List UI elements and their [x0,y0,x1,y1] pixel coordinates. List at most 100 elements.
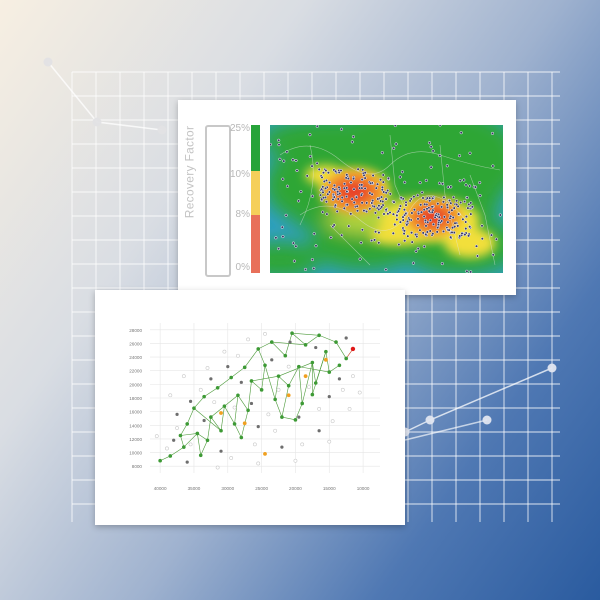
network-edge [203,387,218,397]
well-marker [332,183,336,187]
well-marker [429,165,433,169]
scatter-point-hollow [266,412,271,417]
well-marker [405,219,410,223]
well-marker [424,224,428,228]
scatter-point-green [246,408,250,413]
well-marker [376,197,380,201]
y-tick-label: 14000 [129,423,142,428]
well-marker [425,207,429,211]
scatter-point-red [350,346,356,352]
well-marker [466,206,470,210]
scatter-point-green [239,435,244,440]
well-marker [377,204,381,208]
well-marker [441,229,446,233]
scatter-point-green [198,453,203,458]
well-marker [474,244,479,248]
well-marker [392,200,396,204]
well-marker [458,234,462,238]
well-marker [464,183,468,187]
well-marker [480,224,484,228]
scatter-point-green [337,363,342,368]
well-marker [462,178,466,182]
scatter-point-green [219,428,223,433]
well-marker [368,207,372,211]
scatter-point-hollow [236,353,240,358]
well-marker [447,210,451,214]
well-marker [294,158,298,163]
well-marker [308,133,312,137]
well-marker [461,217,465,221]
well-marker [370,192,374,196]
scatter-point-hollow [317,407,322,411]
well-marker [277,143,281,147]
well-marker [424,178,428,182]
y-tick-label: 26000 [129,341,142,346]
scatter-point-hollow [188,442,193,447]
well-marker [435,230,439,234]
well-marker [463,233,467,237]
heat-border-line [299,144,314,226]
well-marker [408,218,412,222]
well-marker [270,142,272,147]
well-marker [429,145,433,149]
well-marker [379,178,383,182]
well-marker [382,190,386,194]
scatter-point-hollow [205,366,210,370]
network-edge [274,399,283,418]
heat-wells [270,125,502,273]
scatter-point-green [192,406,196,411]
scatter-point-gray [175,412,179,416]
well-marker [428,199,432,203]
well-marker [370,201,374,205]
well-marker [393,222,397,227]
heatmap-panel: Recovery Factor 25% 10% 8% 0% [178,100,516,295]
well-marker [360,228,364,232]
scatter-point-gray [202,418,206,423]
y-tick-label: 22000 [129,369,142,374]
scatter-point-gray [239,380,243,384]
well-marker [416,247,420,251]
x-tick-label: 25000 [255,486,268,491]
well-marker [446,220,450,224]
network-edge [278,375,289,386]
well-marker [402,208,406,212]
well-marker [469,201,473,205]
scatter-point-gray [226,365,230,369]
decor-line-right-lower [404,419,488,441]
legend-color-bar [251,125,260,273]
scatter-point-gray [344,336,348,340]
well-marker [420,190,424,194]
well-marker [431,149,435,153]
well-marker [453,225,457,229]
network-edge [295,403,303,420]
network-edge [180,433,198,436]
scatter-point-hollow [276,387,281,392]
well-marker [299,190,303,194]
well-marker [395,213,399,217]
network-edge [278,362,313,377]
well-marker [451,215,455,220]
well-marker [441,182,445,186]
scatter-point-green [344,356,348,361]
well-marker [281,235,285,239]
well-marker [480,237,484,241]
well-marker [412,208,416,212]
well-marker [470,205,474,209]
scatter-point-green [310,360,315,365]
decor-dot [547,363,557,373]
well-marker [339,127,344,131]
network-edge [281,416,296,421]
well-marker [315,161,319,165]
well-marker [358,186,362,190]
series-green [158,331,348,463]
well-marker [419,210,424,214]
network-edge [230,367,245,378]
network-edge [257,348,266,366]
well-marker [452,206,456,210]
series-orange [219,357,328,456]
well-marker [437,215,441,219]
scatter-point-hollow [232,405,237,410]
well-marker [321,185,325,189]
well-marker [352,177,356,181]
well-marker [308,154,312,158]
